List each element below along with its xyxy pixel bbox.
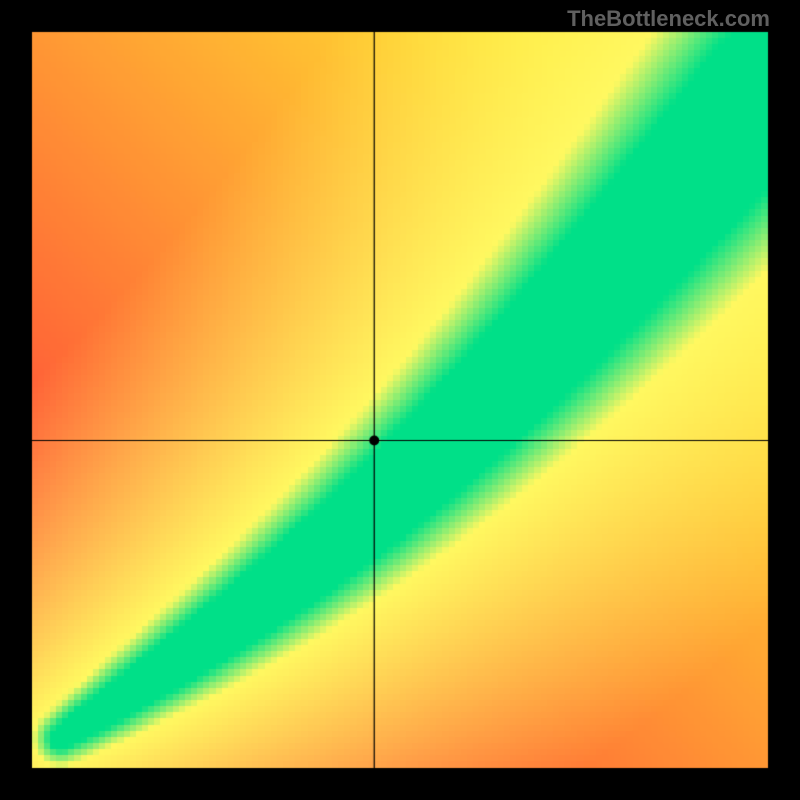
heatmap-canvas bbox=[0, 0, 800, 800]
chart-container: TheBottleneck.com bbox=[0, 0, 800, 800]
watermark-text: TheBottleneck.com bbox=[567, 6, 770, 32]
